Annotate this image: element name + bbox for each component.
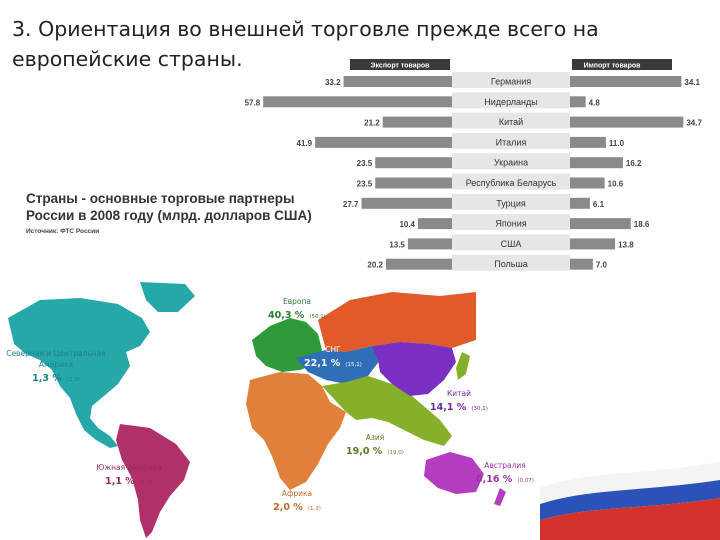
import-bar [570, 258, 593, 270]
cis-shape [296, 346, 380, 384]
flag-ribbon-blue [540, 480, 720, 520]
export-bar [361, 197, 452, 209]
country-label: Украина [494, 158, 528, 168]
import-bar [570, 116, 684, 128]
export-value-label: 27.7 [343, 200, 359, 209]
import-value-label: 11.0 [609, 139, 625, 148]
country-label-bg [452, 214, 570, 231]
export-value-label: 10.4 [399, 220, 415, 229]
australia-shape [424, 452, 484, 494]
country-label-bg [452, 193, 570, 210]
export-value-label: 20.2 [367, 261, 383, 270]
flag-ribbon-red [540, 498, 720, 540]
country-label-bg [452, 254, 570, 271]
country-label: Германия [491, 77, 531, 87]
export-value-label: 57.8 [245, 98, 261, 107]
export-bar [375, 177, 452, 189]
export-value-label: 41.9 [297, 139, 313, 148]
import-value-label: 7.0 [596, 261, 608, 270]
region-label-cis: СНГ 22,1 % (15,1) [304, 345, 362, 369]
import-bar [570, 157, 623, 169]
export-header-label: Экспорт товаров [371, 63, 431, 70]
country-label-bg [452, 92, 570, 109]
import-header-label: Импорт товаров [584, 63, 642, 70]
country-label: Нидерланды [484, 97, 537, 107]
country-label-bg [452, 112, 570, 129]
export-header [350, 59, 450, 70]
flag-ribbon-white [540, 462, 720, 504]
country-label: США [501, 239, 522, 249]
country-label: Турция [496, 198, 526, 208]
region-label-south-america: Южная Америка 1,1 % (1,0) [96, 463, 162, 487]
china-shape [372, 342, 456, 396]
region-label-north-america: Северная и Центральная Америка 1,3 % (2,… [6, 349, 106, 384]
country-label-bg [452, 72, 570, 88]
region-label-china: Китай 14,1 % (30,1) [430, 389, 488, 413]
import-bar [570, 197, 590, 209]
country-label: Италия [496, 137, 527, 147]
chart-source: Источник: ФТС России [26, 228, 100, 235]
japan-shape [456, 352, 470, 380]
chart-caption: Страны - основные торговые партнеры Росс… [26, 190, 326, 224]
country-label-bg [452, 132, 570, 149]
import-value-label: 34.7 [686, 119, 702, 128]
export-bar [263, 96, 452, 108]
africa-shape [246, 372, 346, 490]
export-bar [386, 258, 452, 270]
asia-shape [322, 376, 452, 446]
chart-title: Страны - основные торговые партнеры Росс… [26, 191, 312, 223]
country-label-bg [452, 153, 570, 170]
import-value-label: 16.2 [626, 159, 642, 168]
slide-title: 3. Ориентация во внешней торговле прежде… [12, 17, 599, 71]
export-bar [375, 157, 452, 169]
import-bar [570, 136, 606, 148]
export-bar [343, 76, 452, 87]
south-america-shape [116, 424, 190, 538]
region-label-asia: Азия 19,0 % (19,0) [346, 433, 404, 457]
export-value-label: 23.5 [357, 180, 373, 189]
import-value-label: 13.8 [618, 240, 634, 249]
import-value-label: 34.1 [684, 78, 700, 87]
export-bar [382, 116, 452, 128]
country-label: Япония [495, 219, 526, 229]
russia-shape [318, 292, 476, 352]
country-label: Польша [494, 259, 527, 269]
region-label-europe: Европа 40,3 % (50,1) [268, 297, 326, 321]
export-value-label: 23.5 [357, 159, 373, 168]
region-label-australia: Австралия 0,16 % (0,07) [476, 461, 534, 485]
import-bar [570, 238, 616, 250]
export-bar [407, 238, 452, 250]
country-label: Республика Беларусь [466, 178, 557, 188]
import-value-label: 18.6 [634, 220, 650, 229]
north-america-shape [8, 298, 150, 448]
import-value-label: 6.1 [593, 200, 605, 209]
import-value-label: 4.8 [589, 98, 601, 107]
export-value-label: 21.2 [364, 119, 380, 128]
import-bar [570, 218, 631, 230]
import-bar [570, 76, 682, 87]
export-bar [418, 218, 452, 230]
export-value-label: 13.5 [389, 240, 405, 249]
export-bar [315, 136, 452, 148]
country-label: Китай [499, 117, 523, 127]
country-label-bg [452, 173, 570, 190]
export-value-label: 33.2 [325, 78, 341, 87]
greenland-shape [140, 282, 195, 312]
import-bar [570, 96, 586, 108]
new-zealand-shape [494, 488, 506, 506]
country-label-bg [452, 234, 570, 251]
import-header [572, 59, 672, 70]
import-value-label: 10.6 [608, 180, 624, 189]
import-bar [570, 177, 605, 189]
region-label-africa: Африка 2,0 % (1,3) [273, 489, 321, 513]
